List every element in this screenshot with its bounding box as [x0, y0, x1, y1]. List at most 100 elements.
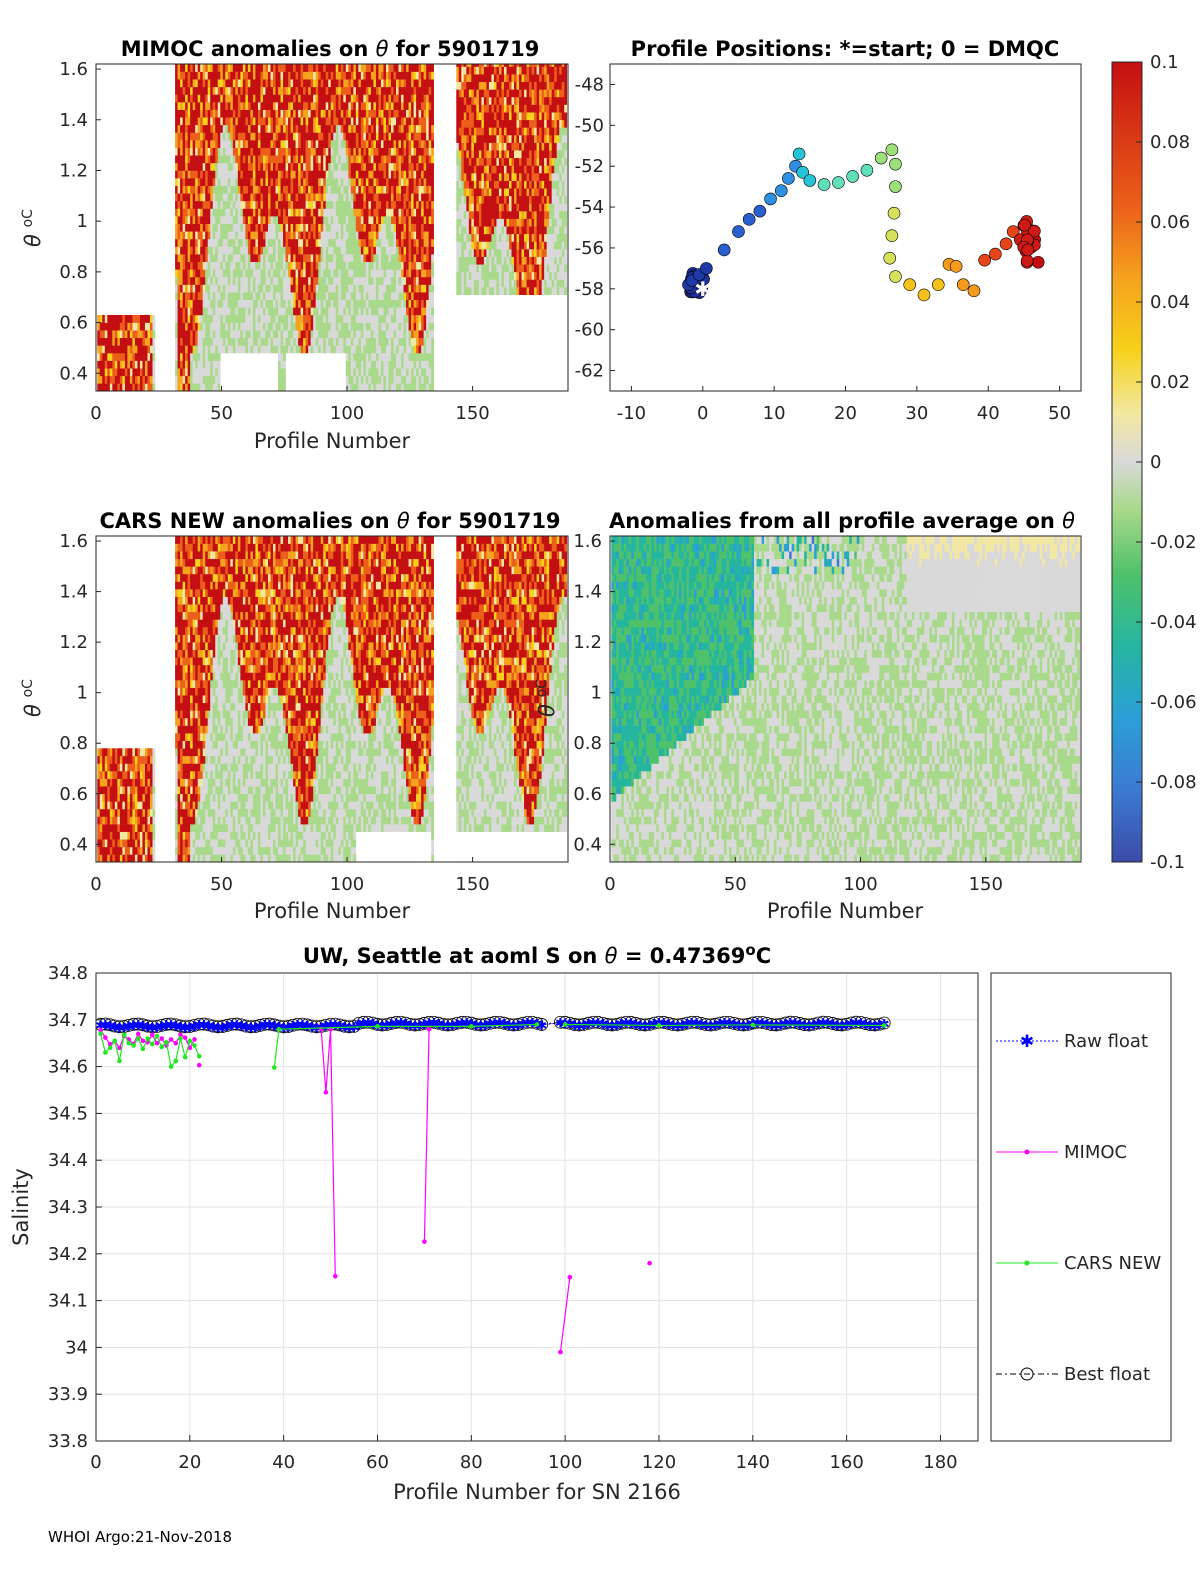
heatmap-cell — [328, 261, 332, 270]
heatmap-cell — [348, 86, 352, 95]
heatmap-cell — [380, 162, 384, 171]
heatmap-cell — [119, 322, 123, 331]
heatmap-cell — [149, 368, 153, 377]
heatmap-cell — [383, 193, 387, 202]
heatmap-cell — [180, 231, 183, 240]
heatmap-cell — [315, 208, 319, 217]
heatmap-cell — [293, 208, 296, 217]
heatmap-cell — [290, 322, 294, 331]
heatmap-cell — [207, 238, 211, 247]
heatmap-cell — [222, 124, 226, 133]
heatmap-cell — [401, 64, 404, 72]
heatmap-cell — [360, 162, 364, 171]
heatmap-cell — [320, 299, 324, 308]
heatmap-cell — [396, 86, 399, 95]
heatmap-cell — [278, 170, 281, 179]
heatmap-cell — [129, 337, 133, 346]
heatmap-cell — [202, 238, 206, 247]
heatmap-cell — [458, 188, 462, 197]
heatmap-cell — [267, 200, 271, 209]
heatmap-cell — [353, 337, 357, 346]
heatmap-cell — [411, 162, 414, 171]
heatmap-cell — [353, 284, 357, 293]
heatmap-cell — [358, 238, 362, 247]
heatmap-cell — [368, 200, 372, 209]
heatmap-cell — [283, 368, 286, 377]
heatmap-cell — [235, 276, 239, 285]
heatmap-cell — [132, 383, 136, 391]
heatmap-cell — [285, 147, 289, 156]
heatmap-cell — [207, 330, 211, 339]
heatmap-cell — [378, 147, 382, 156]
heatmap-cell — [267, 193, 271, 202]
heatmap-cell — [303, 71, 306, 80]
heatmap-cell — [388, 170, 392, 179]
heatmap-cell — [323, 254, 327, 263]
heatmap-cell — [413, 375, 417, 384]
heatmap-cell — [235, 284, 239, 293]
heatmap-cell — [363, 64, 367, 72]
heatmap-cell — [187, 269, 191, 278]
heatmap-cell — [217, 64, 221, 72]
heatmap-cell — [388, 337, 392, 346]
heatmap-cell — [273, 124, 276, 133]
heatmap-cell — [358, 261, 362, 270]
heatmap-cell — [370, 162, 374, 171]
heatmap-cell — [333, 284, 337, 293]
heatmap-cell — [315, 337, 319, 346]
heatmap-cell — [217, 208, 221, 217]
heatmap-cell — [318, 109, 322, 118]
heatmap-cell — [252, 200, 256, 209]
heatmap-cell — [298, 155, 301, 164]
heatmap-cell — [190, 375, 193, 384]
heatmap-cell — [348, 337, 352, 346]
heatmap-cell — [180, 246, 183, 255]
heatmap-cell — [313, 299, 316, 308]
heatmap-cell — [411, 178, 414, 186]
heatmap-cell — [348, 162, 352, 171]
heatmap-cell — [388, 330, 392, 339]
heatmap-cell — [363, 71, 367, 80]
heatmap-cell — [471, 112, 475, 121]
heatmap-cell — [262, 64, 266, 72]
heatmap-cell — [496, 74, 500, 83]
heatmap-cell — [333, 193, 337, 202]
heatmap-cell — [288, 124, 291, 133]
heatmap-cell — [428, 200, 432, 209]
heatmap-cell — [202, 322, 206, 331]
heatmap-cell — [350, 140, 354, 148]
heatmap-cell — [413, 117, 417, 126]
heatmap-cell — [355, 276, 359, 285]
heatmap-cell — [273, 254, 276, 263]
heatmap-cell — [358, 178, 362, 186]
heatmap-cell — [396, 352, 399, 361]
heatmap-cell — [242, 337, 246, 346]
heatmap-cell — [137, 337, 141, 346]
heatmap-cell — [398, 193, 402, 202]
heatmap-cell — [358, 337, 362, 346]
heatmap-cell — [355, 216, 359, 224]
heatmap-cell — [325, 124, 329, 133]
heatmap-cell — [185, 200, 188, 209]
heatmap-cell — [408, 193, 412, 202]
heatmap-cell — [368, 178, 372, 186]
heatmap-cell — [227, 292, 231, 301]
heatmap-cell — [177, 200, 181, 209]
heatmap-cell — [247, 94, 251, 103]
heatmap-cell — [421, 140, 424, 148]
heatmap-cell — [401, 208, 404, 217]
heatmap-cell — [117, 337, 121, 346]
heatmap-cell — [190, 337, 193, 346]
heatmap-cell — [408, 284, 412, 293]
heatmap-cell — [257, 117, 261, 126]
heatmap-cell — [496, 104, 500, 113]
heatmap-cell — [255, 284, 259, 293]
heatmap-cell — [298, 94, 301, 103]
heatmap-cell — [245, 307, 249, 316]
heatmap-cell — [175, 375, 178, 384]
heatmap-cell — [496, 66, 500, 75]
heatmap-cell — [305, 216, 309, 224]
heatmap-cell — [288, 147, 291, 156]
heatmap-cell — [401, 102, 404, 110]
heatmap-cell — [345, 147, 349, 156]
